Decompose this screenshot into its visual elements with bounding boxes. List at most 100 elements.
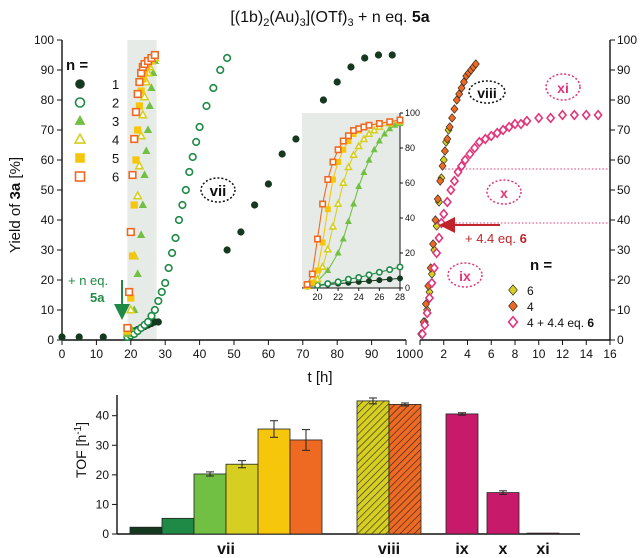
inset-y-tick-label: 20: [405, 248, 415, 258]
addition-label: + 4.4 eq. 6: [465, 231, 527, 246]
data-point: [448, 113, 457, 123]
inset-y-tick-label: 60: [405, 178, 415, 188]
legend-marker: [508, 300, 518, 312]
inset-point: [376, 277, 383, 284]
inset-point: [344, 217, 352, 224]
inset-plot: 20 22 24 26 280 20 40 60 80 100: [302, 108, 420, 302]
data-point: [292, 135, 300, 143]
right-x-tick-label: 12: [556, 347, 570, 361]
inset-point: [313, 274, 322, 283]
data-point: [134, 160, 145, 170]
main-y-tick-label: 100: [34, 33, 54, 47]
data-point: [140, 170, 149, 178]
data-point: [433, 194, 442, 204]
tof-bar: [526, 532, 560, 535]
svg-text:vii: vii: [210, 183, 227, 200]
data-point: [429, 262, 439, 274]
data-point: [453, 166, 463, 178]
main-y-tick-label: 80: [41, 93, 55, 107]
data-point: [442, 196, 452, 208]
inset-point: [365, 271, 373, 279]
data-point: [480, 133, 490, 145]
data-point: [486, 130, 496, 142]
data-point: [133, 89, 142, 99]
right-y-tick-label: 10: [617, 303, 631, 317]
inset-point: [334, 278, 342, 286]
data-point: [223, 246, 231, 254]
main-x-tick-label: 30: [159, 347, 173, 361]
inset-point: [365, 121, 373, 129]
legend-marker: [508, 284, 518, 296]
right-x-tick-label: 10: [532, 347, 546, 361]
inset-x-tick-label: 22: [333, 292, 343, 302]
legend-label: 5: [112, 151, 119, 166]
data-point: [374, 51, 383, 59]
svg-text:viii: viii: [477, 85, 496, 101]
data-point: [216, 65, 225, 75]
inset-point: [324, 206, 331, 213]
right-y-tick-label: 70: [617, 123, 631, 137]
inset-point: [349, 150, 358, 158]
main-y-tick-label: 0: [47, 333, 54, 347]
inset-x-tick-label: 24: [354, 292, 364, 302]
data-point: [319, 96, 328, 104]
data-point: [164, 263, 173, 273]
tof-bar: [289, 439, 323, 535]
main-y-tick-label: 10: [41, 303, 55, 317]
data-point: [569, 109, 579, 121]
data-point: [138, 200, 147, 208]
right-series-2: [417, 109, 603, 340]
inset-x-tick-label: 26: [374, 292, 384, 302]
data-point: [434, 232, 444, 244]
data-point: [429, 239, 438, 249]
right-y-tick-label: 0: [617, 333, 624, 347]
tof-group-label: x: [499, 541, 508, 558]
data-point: [546, 112, 556, 124]
legend-label: 6: [527, 284, 534, 298]
inset-point: [370, 145, 378, 153]
tof-y-tick-label: 10: [96, 497, 110, 511]
main-legend-title: n =: [66, 57, 88, 74]
inset-point: [318, 262, 327, 270]
right-y-tick-label: 20: [617, 273, 631, 287]
inset-point: [386, 118, 394, 126]
data-point: [361, 54, 369, 62]
annotation-x: x: [486, 179, 522, 205]
data-point: [516, 118, 526, 130]
chart-title: [(1b)2(Au)3](OTf)3 + n eq. 5a: [230, 9, 429, 29]
inset-point: [344, 275, 352, 283]
main-ylabel: Yield of 3a [%]: [7, 157, 24, 253]
main-x-tick-label: 10: [90, 347, 104, 361]
main-x-tick-label: 0: [59, 347, 66, 361]
data-point: [420, 319, 430, 331]
data-point: [167, 248, 177, 258]
inset-point: [381, 130, 389, 137]
data-point: [128, 170, 137, 180]
inset-point: [396, 263, 404, 271]
data-point: [123, 323, 132, 333]
data-point: [135, 77, 144, 87]
series-2: [123, 53, 232, 342]
right-x-tick-label: 4: [464, 347, 471, 361]
svg-text:xi: xi: [557, 80, 569, 96]
data-point: [439, 208, 449, 220]
data-point: [181, 185, 190, 195]
data-point: [424, 292, 435, 304]
data-point: [137, 109, 148, 119]
inset-point: [360, 168, 368, 175]
data-point: [237, 228, 245, 236]
inset-x-tick-label: 28: [395, 292, 405, 302]
data-point: [534, 112, 544, 124]
annotation-ix: ix: [447, 262, 483, 288]
data-point: [209, 83, 218, 93]
right-x-tick-label: 0: [417, 347, 424, 361]
data-point: [470, 142, 480, 154]
right-y-tick-label: 80: [617, 93, 631, 107]
data-point: [132, 190, 143, 200]
data-point: [440, 146, 449, 156]
main-y-tick-label: 60: [41, 153, 55, 167]
inset-point: [334, 146, 342, 154]
legend-label: 2: [112, 96, 119, 111]
right-y-tick-label: 100: [617, 33, 637, 47]
